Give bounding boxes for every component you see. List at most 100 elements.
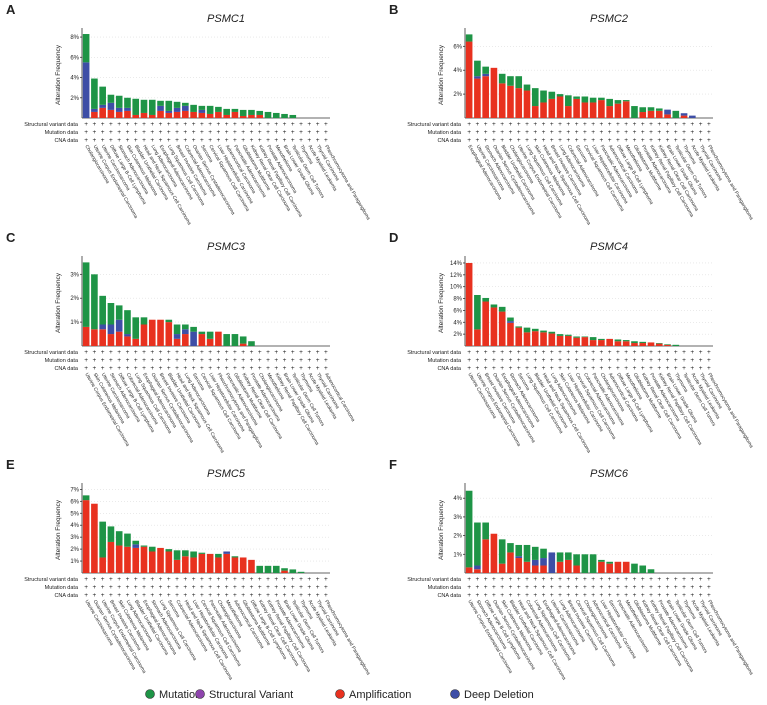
bar-segment — [556, 334, 564, 336]
profile-marker: + — [591, 365, 595, 372]
profile-marker: + — [533, 584, 537, 591]
profile-marker: + — [525, 365, 529, 372]
profile-marker: + — [258, 584, 262, 591]
profile-marker: + — [183, 349, 187, 356]
bar-segment — [565, 335, 572, 346]
bar-segment — [190, 104, 197, 112]
bar-segment — [239, 336, 247, 344]
profile-marker: + — [633, 576, 637, 583]
profile-marker: + — [307, 357, 311, 364]
profile-marker: + — [175, 137, 179, 144]
profile-marker: + — [142, 129, 146, 136]
profile-marker: + — [583, 584, 587, 591]
profile-row-label: Structural variant data — [407, 122, 462, 128]
y-axis-label: Alteration Frequency — [438, 272, 445, 333]
profile-marker: + — [241, 129, 245, 136]
bar-segment — [548, 333, 556, 346]
profile-marker: + — [225, 584, 229, 591]
profile-marker: + — [233, 357, 237, 364]
profile-marker: + — [550, 129, 554, 136]
chart-title: PSMC6 — [590, 468, 629, 480]
profile-marker: + — [126, 592, 130, 599]
profile-marker: + — [183, 357, 187, 364]
profile-marker: + — [484, 584, 488, 591]
profile-marker: + — [109, 137, 113, 144]
bar-segment — [606, 561, 613, 564]
profile-marker: + — [707, 357, 711, 364]
bar-segment — [297, 571, 305, 573]
y-tick-label: 2% — [70, 96, 79, 102]
legend-label: Deep Deletion — [464, 689, 534, 701]
profile-marker: + — [217, 121, 221, 128]
profile-marker: + — [159, 584, 163, 591]
bar-segment — [140, 545, 148, 547]
profile-marker: + — [608, 576, 612, 583]
profile-marker: + — [109, 592, 113, 599]
profile-marker: + — [217, 592, 221, 599]
profile-marker: + — [233, 365, 237, 372]
profile-marker: + — [699, 349, 703, 356]
profile-marker: + — [500, 137, 504, 144]
profile-marker: + — [517, 121, 521, 128]
profile-marker: + — [274, 137, 278, 144]
profile-marker: + — [666, 129, 670, 136]
bar-segment — [465, 490, 473, 568]
bar-segment — [264, 111, 272, 118]
bar-segment — [173, 334, 181, 339]
profile-marker: + — [624, 592, 628, 599]
profile-marker: + — [208, 121, 212, 128]
profile-marker: + — [101, 349, 105, 356]
y-tick-label: 6% — [70, 55, 79, 61]
bar-segment — [647, 569, 655, 573]
bar-segment — [474, 294, 481, 330]
bar-segment — [140, 546, 148, 573]
profile-marker: + — [233, 137, 237, 144]
profile-marker: + — [484, 357, 488, 364]
bar-segment — [672, 344, 680, 346]
profile-marker: + — [533, 137, 537, 144]
y-tick-label: 6% — [453, 44, 462, 50]
bar-segment — [173, 111, 181, 118]
profile-marker: + — [674, 576, 678, 583]
bar-segment — [190, 557, 197, 573]
bar-segment — [124, 533, 131, 547]
y-tick-label: 1% — [453, 552, 462, 558]
profile-marker: + — [558, 357, 562, 364]
profile-marker: + — [175, 576, 179, 583]
bar-segment — [132, 114, 140, 118]
bar-segment — [498, 539, 506, 564]
profile-marker: + — [93, 137, 97, 144]
profile-marker: + — [566, 365, 570, 372]
profile-marker: + — [600, 349, 604, 356]
profile-row-label: CNA data — [54, 366, 78, 372]
bar-segment — [281, 113, 288, 118]
profile-marker: + — [616, 576, 620, 583]
profile-marker: + — [690, 349, 694, 356]
y-tick-label: 2% — [70, 296, 79, 302]
profile-marker: + — [575, 121, 579, 128]
profile-marker: + — [150, 137, 154, 144]
profile-marker: + — [591, 584, 595, 591]
profile-marker: + — [150, 121, 154, 128]
profile-marker: + — [266, 121, 270, 128]
profile-marker: + — [600, 584, 604, 591]
profile-marker: + — [167, 592, 171, 599]
profile-marker: + — [575, 365, 579, 372]
profile-marker: + — [484, 129, 488, 136]
profile-marker: + — [150, 129, 154, 136]
profile-marker: + — [583, 576, 587, 583]
profile-marker: + — [641, 584, 645, 591]
profile-marker: + — [126, 129, 130, 136]
bar-segment — [474, 522, 481, 566]
profile-marker: + — [542, 584, 546, 591]
bar-segment — [190, 551, 197, 558]
profile-marker: + — [316, 137, 320, 144]
profile-marker: + — [117, 365, 121, 372]
profile-marker: + — [134, 365, 138, 372]
profile-marker: + — [525, 121, 529, 128]
bar-segment — [82, 62, 90, 118]
profile-marker: + — [608, 357, 612, 364]
profile-marker: + — [241, 357, 245, 364]
bar-segment — [91, 108, 98, 112]
profile-marker: + — [241, 584, 245, 591]
